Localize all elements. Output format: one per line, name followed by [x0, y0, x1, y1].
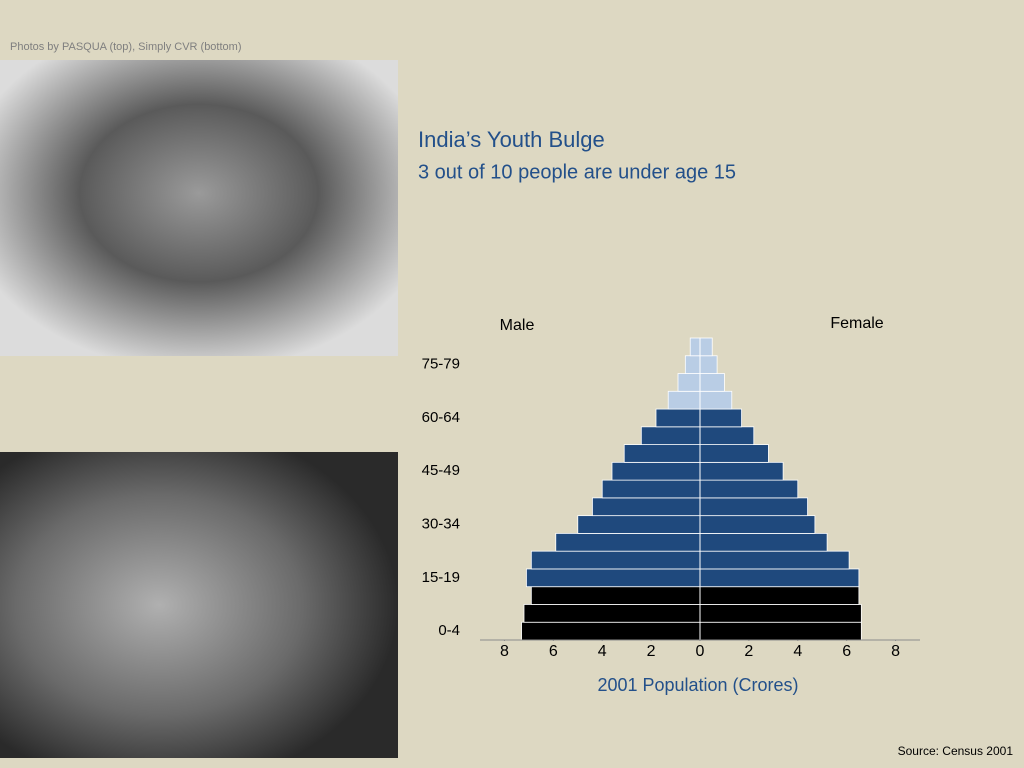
x-tick-label: 6: [549, 643, 558, 660]
y-tick-label: 0-4: [438, 622, 460, 639]
bar: [592, 497, 701, 517]
bar: [699, 373, 725, 392]
bar: [530, 586, 701, 605]
bar: [699, 550, 850, 570]
bar: [699, 390, 733, 410]
bar: [699, 355, 718, 374]
bar: [699, 426, 755, 445]
bar: [521, 621, 701, 641]
bar: [689, 337, 701, 357]
chart-subtitle: 3 out of 10 people are under age 15: [418, 161, 736, 183]
bar: [699, 515, 816, 534]
bar: [699, 408, 742, 428]
x-tick-label: 4: [598, 643, 607, 660]
plot: 0-4 15-19 30-34 45-49 60-64 75-79 8 6 4 2 0 2 4 6 8 Mal…: [422, 315, 920, 660]
photo-bottom: [0, 452, 398, 758]
legend-label: Male: [500, 317, 535, 334]
chart-title: India’s Youth Bulge: [418, 127, 605, 152]
bar: [699, 533, 828, 552]
x-tick-label: 8: [891, 643, 900, 660]
bar: [526, 568, 701, 588]
x-tick-label: 0: [696, 643, 705, 660]
bar: [555, 533, 701, 552]
bar: [611, 461, 701, 481]
bar: [523, 604, 701, 623]
legend-label: Female: [830, 315, 883, 332]
bar: [699, 337, 713, 357]
y-tick-label: 75-79: [422, 356, 460, 373]
bar: [699, 444, 769, 463]
x-tick-label: 2: [744, 643, 753, 660]
bar: [699, 586, 860, 605]
bar: [699, 604, 862, 623]
y-tick-label: 45-49: [422, 462, 460, 479]
bar: [699, 568, 860, 588]
source: Source: Census 2001: [898, 744, 1014, 758]
bar: [699, 461, 784, 481]
bar: [623, 444, 701, 463]
bar: [699, 621, 862, 641]
x-tick-label: 6: [842, 643, 851, 660]
x-tick-label: 4: [793, 643, 802, 660]
bar: [667, 390, 701, 410]
y-tick-label: 60-64: [422, 409, 460, 426]
bar: [530, 550, 701, 570]
x-tick-label: 8: [500, 643, 509, 660]
bar: [684, 355, 701, 374]
photo-top: [0, 60, 398, 356]
bar: [601, 479, 701, 499]
bar: [677, 373, 701, 392]
bar: [655, 408, 701, 428]
bar: [699, 497, 808, 517]
y-tick-label: 30-34: [422, 515, 460, 532]
bar: [699, 479, 799, 499]
photo-credit: Photos by PASQUA (top), Simply CVR (bott…: [10, 41, 241, 53]
bar: [640, 426, 701, 445]
x-tick-label: 2: [647, 643, 656, 660]
bar: [577, 515, 701, 534]
y-tick-label: 15-19: [422, 569, 460, 586]
x-axis-title: 2001 Population (Crores): [597, 675, 798, 695]
